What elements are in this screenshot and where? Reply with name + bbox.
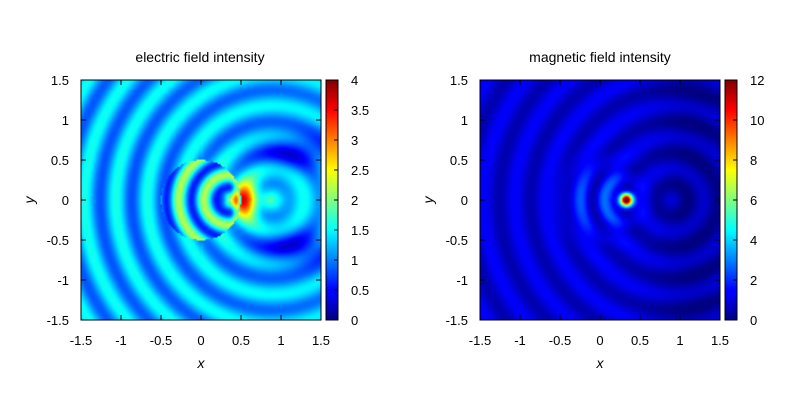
magnetic-y-tick-labels: 1.5 1 0.5 0 -0.5 -1 -1.5 (446, 73, 468, 328)
magnetic-x-axis-label: x (596, 355, 605, 371)
electric-ytick-label: 1 (62, 113, 69, 128)
electric-cbar-label: 1.5 (351, 223, 369, 238)
magnetic-y-axis-label: y (420, 196, 436, 205)
electric-colorbar-ticks (334, 79, 338, 321)
magnetic-xtick-label: 0.5 (631, 333, 649, 348)
electric-cbar-label: 0.5 (351, 283, 369, 298)
magnetic-ytick-label: 0.5 (450, 153, 468, 168)
magnetic-cbar-label: 2 (750, 273, 757, 288)
magnetic-xtick-label: 1.5 (711, 333, 729, 348)
electric-y-tick-labels: 1.5 1 0.5 0 -0.5 -1 -1.5 (47, 73, 69, 328)
magnetic-xtick-label: -1.5 (469, 333, 491, 348)
magnetic-cbar-label: 12 (750, 73, 764, 88)
electric-ytick-label: 0 (62, 193, 69, 208)
electric-cbar-label: 2.5 (351, 163, 369, 178)
magnetic-xtick-label: 1 (676, 333, 683, 348)
electric-xtick-label: 1.5 (312, 333, 330, 348)
electric-colorbar-labels: 4 3.5 3 2.5 2 1.5 1 0.5 0 (351, 73, 369, 328)
magnetic-y-ticks (480, 79, 720, 321)
magnetic-xtick-label: -0.5 (549, 333, 571, 348)
electric-ytick-label: -0.5 (47, 233, 69, 248)
magnetic-cbar-label: 10 (750, 113, 764, 128)
magnetic-ytick-label: -0.5 (446, 233, 468, 248)
electric-cbar-label: 4 (351, 73, 358, 88)
electric-ytick-label: -1 (57, 273, 69, 288)
electric-x-tick-labels: -1.5 -1 -0.5 0 0.5 1 1.5 (70, 333, 330, 348)
magnetic-colorbar-labels: 12 10 8 6 4 2 0 (750, 73, 764, 328)
electric-xtick-label: 0 (197, 333, 204, 348)
magnetic-cbar-label: 6 (750, 193, 757, 208)
electric-ytick-label: 0.5 (51, 153, 69, 168)
electric-xtick-label: 1 (277, 333, 284, 348)
electric-cbar-label: 3.5 (351, 103, 369, 118)
magnetic-ytick-label: 1 (461, 113, 468, 128)
magnetic-panel-title: magnetic field intensity (529, 49, 671, 65)
magnetic-x-tick-labels: -1.5 -1 -0.5 0 0.5 1 1.5 (469, 333, 729, 348)
electric-cbar-label: 3 (351, 133, 358, 148)
magnetic-field-heatmap (480, 80, 720, 320)
electric-y-ticks (81, 79, 321, 321)
magnetic-ytick-label: -1 (456, 273, 468, 288)
magnetic-field-panel: magnetic field intensity (420, 49, 764, 371)
electric-ytick-label: -1.5 (47, 313, 69, 328)
magnetic-ytick-label: 0 (461, 193, 468, 208)
electric-xtick-label: 0.5 (232, 333, 250, 348)
electric-x-ticks (80, 80, 322, 320)
magnetic-xtick-label: -1 (514, 333, 526, 348)
magnetic-xtick-label: 0 (596, 333, 603, 348)
electric-ytick-label: 1.5 (51, 73, 69, 88)
magnetic-ytick-label: 1.5 (450, 73, 468, 88)
electric-xtick-label: -0.5 (150, 333, 172, 348)
electric-xtick-label: -1.5 (70, 333, 92, 348)
electric-cbar-label: 0 (351, 313, 358, 328)
electric-cbar-label: 1 (351, 253, 358, 268)
magnetic-cbar-label: 4 (750, 233, 757, 248)
electric-y-axis-label: y (21, 196, 37, 205)
magnetic-colorbar-ticks (733, 79, 737, 321)
magnetic-ytick-label: -1.5 (446, 313, 468, 328)
electric-field-heatmap (81, 80, 321, 320)
electric-xtick-label: -1 (115, 333, 127, 348)
magnetic-x-ticks (479, 80, 721, 320)
electric-field-panel: electric field intensity (21, 49, 369, 371)
magnetic-cbar-label: 0 (750, 313, 757, 328)
electric-panel-title: electric field intensity (135, 49, 264, 65)
electric-x-axis-label: x (197, 355, 206, 371)
electric-cbar-label: 2 (351, 193, 358, 208)
magnetic-cbar-label: 8 (750, 153, 757, 168)
